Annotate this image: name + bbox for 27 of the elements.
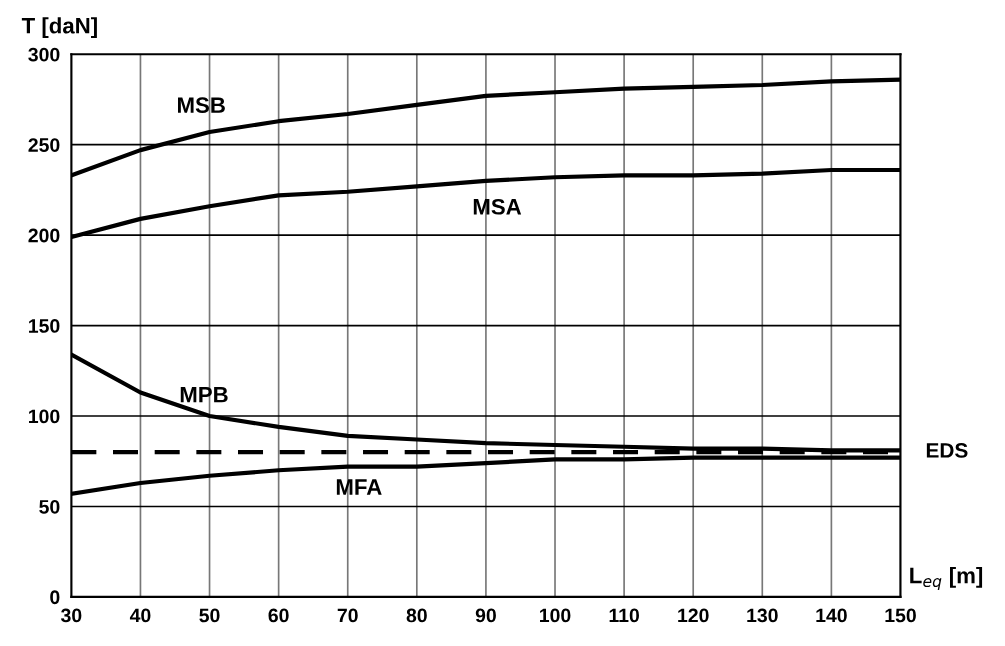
x-tick-label: 130	[747, 608, 778, 623]
x-tick-label: 60	[268, 608, 289, 623]
series-label: MFA	[336, 479, 382, 495]
x-tick-label: 120	[678, 608, 709, 623]
x-tick-label: 140	[816, 608, 847, 623]
y-tick-label: 300	[28, 47, 60, 62]
x-tick-label: 50	[199, 608, 220, 623]
x-axis-title: L$_{eq}$ [m]	[910, 567, 983, 591]
x-tick-label: 90	[475, 608, 496, 623]
y-tick-label: 100	[29, 409, 60, 424]
x-tick-label: 100	[540, 608, 571, 623]
x-tick-label: 40	[129, 608, 151, 623]
x-tick-label: 30	[60, 608, 82, 623]
x-tick-label: 80	[406, 608, 427, 623]
y-axis-title: T [daN]	[21, 17, 97, 38]
x-tick-label: 110	[609, 608, 639, 623]
y-tick-label: 150	[29, 319, 60, 333]
y-tick-label: 50	[39, 499, 60, 514]
x-tick-label: 70	[337, 608, 358, 623]
series-label: MSB	[178, 97, 225, 114]
x-tick-label: 150	[885, 608, 916, 623]
y-tick-label: 0	[50, 590, 60, 605]
series-label: MPB	[180, 387, 228, 403]
y-tick-label: 200	[28, 228, 60, 243]
y-tick-label: 250	[28, 138, 60, 152]
series-label: MSA	[473, 198, 522, 215]
ref-line-label: EDS	[926, 443, 968, 458]
